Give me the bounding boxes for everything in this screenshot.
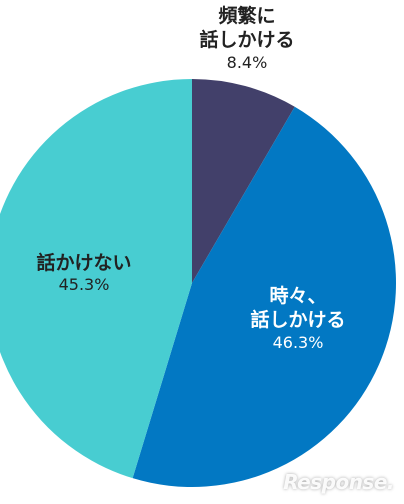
pie-slice-never: [0, 79, 192, 479]
slice-label-frequent: 頻繁に 話しかける 8.4%: [199, 4, 294, 73]
slice-name-frequent: 頻繁に 話しかける: [199, 5, 295, 52]
slice-name-never: 話かけない: [36, 252, 132, 274]
slice-value-sometimes: 46.3%: [272, 332, 324, 352]
slice-name-sometimes: 時々、 話しかける: [250, 285, 346, 332]
response-watermark: Response.: [283, 470, 394, 494]
pie-slice-sometimes: [132, 106, 397, 488]
slice-value-never: 45.3%: [58, 275, 110, 295]
slice-label-never: 話かけない 45.3%: [36, 251, 131, 296]
slice-value-frequent: 8.4%: [226, 52, 268, 72]
pie-slice-frequent: [192, 79, 295, 283]
slice-label-sometimes: 時々、 話しかける 46.3%: [250, 284, 345, 353]
